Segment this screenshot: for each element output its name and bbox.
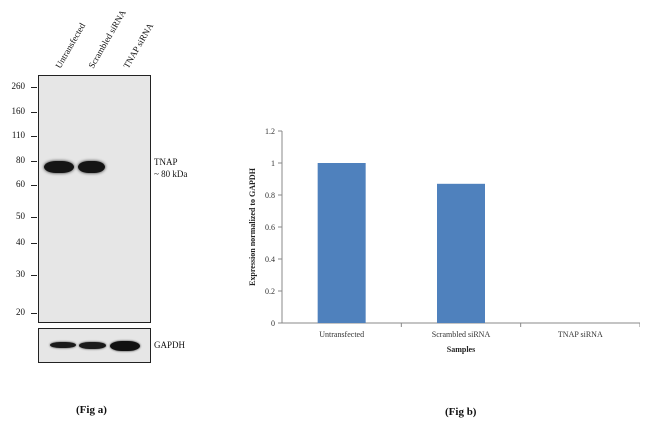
marker-tick — [31, 161, 37, 162]
y-tick-label: 1.2 — [265, 127, 275, 136]
marker-tick — [31, 217, 37, 218]
y-tick-label: 0.4 — [265, 255, 275, 264]
lane-label-untransfected: Untransfected — [53, 21, 88, 70]
marker-label: 260 — [11, 81, 26, 91]
y-tick-label: 0.8 — [265, 191, 275, 200]
x-tick-label: Scrambled siRNA — [432, 330, 491, 339]
x-tick-label: Untransfected — [319, 330, 364, 339]
lane-label-scrambled-sirna: Scrambled siRNA — [86, 8, 128, 70]
marker-tick — [31, 243, 37, 244]
x-tick-label: TNAP siRNA — [558, 330, 603, 339]
tnap-blot-panel — [38, 75, 151, 323]
y-axis-title: Expression normalized to GAPDH — [248, 167, 257, 286]
marker-label: 110 — [11, 130, 25, 140]
lane-label-tnap-sirna: TNAP siRNA — [121, 21, 156, 70]
y-tick-label: 0.2 — [265, 287, 275, 296]
marker-label: 20 — [16, 307, 25, 317]
marker-label: 50 — [16, 211, 25, 221]
marker-label: 80 — [16, 155, 25, 165]
tnap-label: TNAP — [154, 157, 178, 167]
marker-tick — [31, 87, 37, 88]
y-tick-label: 1 — [271, 159, 275, 168]
gapdh-band-scrambled-sirna — [79, 342, 106, 349]
gapdh-blot-panel — [38, 328, 151, 363]
marker-tick — [31, 185, 37, 186]
marker-tick — [31, 313, 37, 314]
marker-tick — [31, 275, 37, 276]
tnap-band-untransfected — [44, 161, 74, 173]
marker-label: 60 — [16, 179, 25, 189]
marker-label: 30 — [16, 269, 25, 279]
y-tick-label: 0.6 — [265, 223, 275, 232]
marker-label: 40 — [16, 237, 25, 247]
gapdh-band-tnap-sirna — [110, 341, 140, 351]
marker-tick — [31, 112, 37, 113]
bar — [437, 183, 485, 323]
fig-a-caption: (Fig a) — [76, 404, 107, 416]
bar — [317, 163, 366, 323]
gapdh-band-untransfected — [50, 342, 76, 348]
gapdh-label: GAPDH — [154, 340, 186, 350]
x-axis-title: Samples — [447, 345, 475, 354]
tnap-band-scrambled-sirna — [78, 161, 105, 173]
expression-bar-chart: 0 0.2 0.4 0.6 0.8 1 1.2 Untransfected Scrambled … — [248, 127, 640, 354]
tnap-size-label: ~ 80 kDa — [154, 169, 188, 179]
marker-tick — [31, 136, 37, 137]
marker-label: 160 — [11, 106, 26, 116]
y-tick-label: 0 — [271, 319, 275, 328]
fig-b-caption: (Fig b) — [445, 406, 477, 418]
